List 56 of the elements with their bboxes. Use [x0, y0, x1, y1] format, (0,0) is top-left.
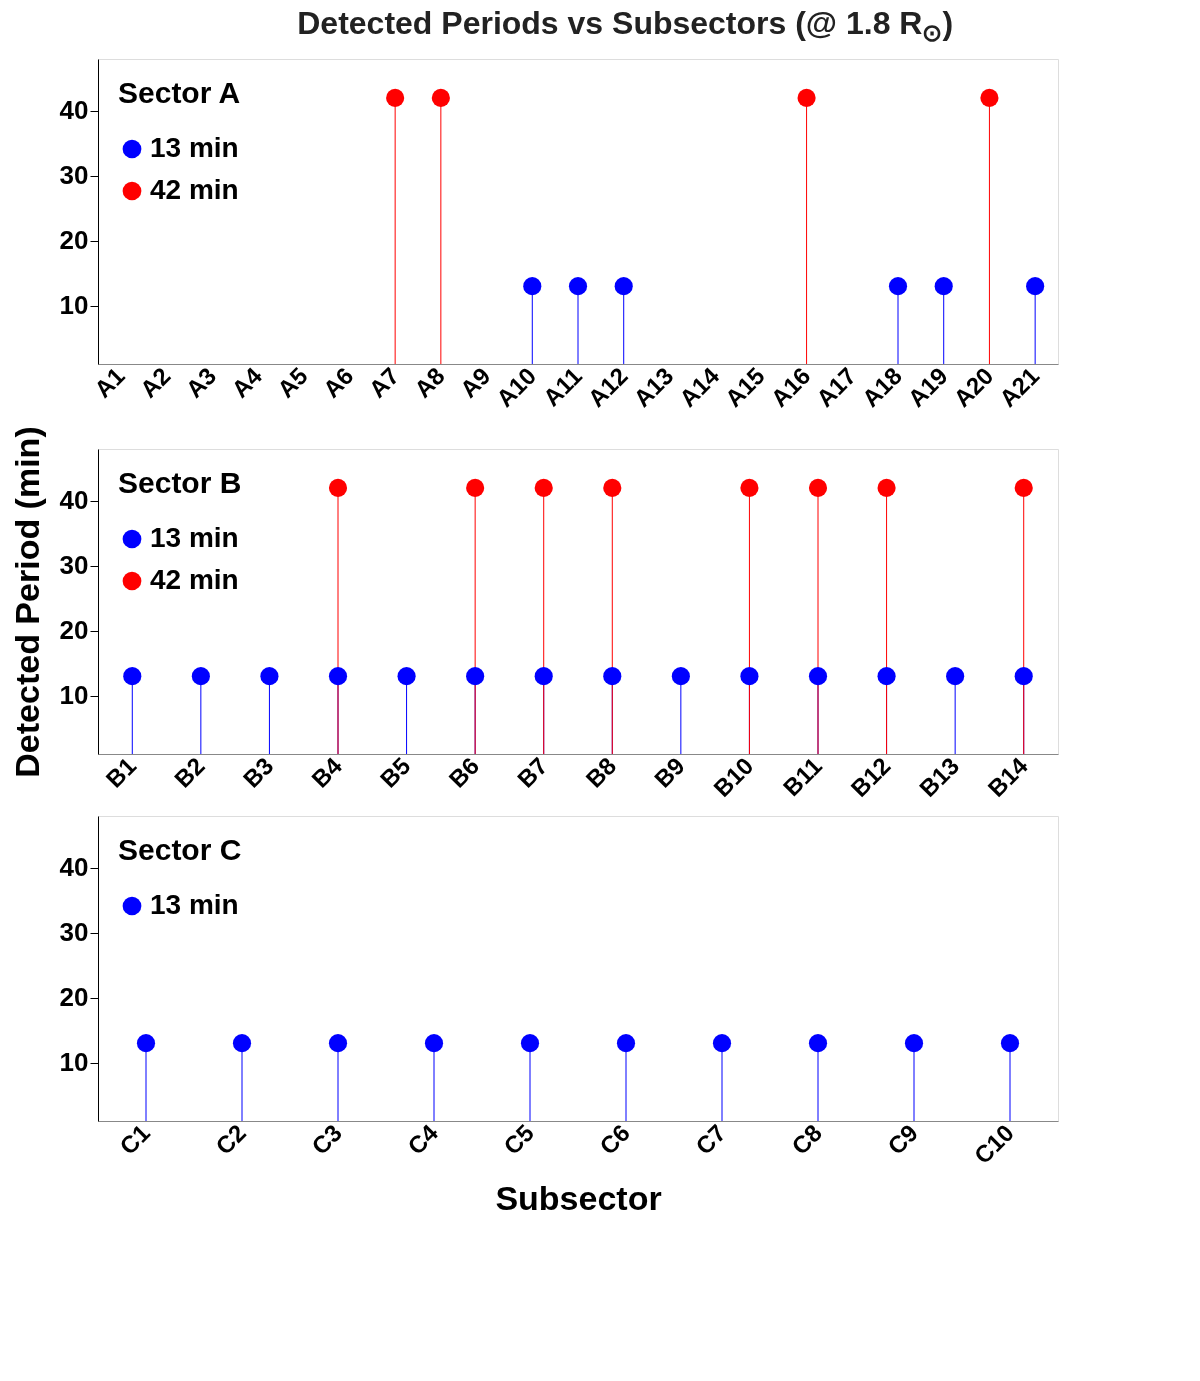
x-tick-label: B11 [777, 751, 827, 802]
x-tick-label: C8 [786, 1118, 827, 1160]
y-tick-label: 30 [59, 917, 89, 948]
x-tick-label: B6 [443, 751, 485, 793]
x-tick-label: A7 [363, 361, 405, 403]
legend-title: Sector C [118, 833, 242, 866]
x-tick-label: A5 [271, 361, 313, 403]
x-tick-label: A3 [180, 361, 222, 403]
legend-label: 13 min [150, 522, 239, 553]
x-tick-label: B7 [511, 751, 553, 793]
x-tick-label: B10 [708, 751, 759, 803]
x-tick-label: C3 [306, 1118, 347, 1160]
y-tick-label: 30 [59, 160, 89, 191]
x-tick-label: B13 [913, 751, 965, 803]
legend-label: 13 min [150, 132, 239, 163]
legend-label: 42 min [150, 564, 239, 595]
y-axis-title: Detected Period (min) [7, 426, 46, 778]
x-tick-label: B4 [306, 751, 348, 793]
x-tick-label: B1 [100, 751, 142, 793]
x-tick-label: B8 [580, 751, 622, 793]
x-tick-label: A8 [409, 361, 450, 403]
x-tick-label: A4 [226, 361, 268, 403]
legend-label: 13 min [150, 889, 239, 920]
x-tick-label: C7 [690, 1118, 731, 1160]
x-tick-label: C4 [402, 1118, 444, 1160]
y-tick-label: 20 [59, 982, 89, 1013]
x-tick-label: C6 [594, 1118, 635, 1160]
y-tick-label: 10 [59, 290, 89, 321]
x-tick-label: A16 [765, 361, 816, 413]
x-tick-label: C9 [882, 1118, 923, 1160]
x-tick-label: B5 [374, 751, 416, 793]
legend-title: Sector A [118, 76, 241, 109]
chart-title: Detected Periods vs Subsectors (@ 1.8 R⊙) [297, 5, 954, 46]
x-tick-label: B12 [845, 751, 896, 803]
y-tick-label: 20 [59, 225, 89, 256]
x-tick-label: A1 [89, 361, 130, 403]
y-tick-label: 30 [59, 550, 89, 581]
legend-label: 42 min [150, 174, 239, 205]
x-tick-label: A6 [317, 361, 359, 403]
y-tick-label: 40 [59, 852, 89, 883]
x-tick-label: C2 [210, 1118, 251, 1160]
x-tick-label: C10 [968, 1118, 1019, 1170]
y-tick-label: 40 [59, 485, 89, 516]
legend-title: Sector B [118, 466, 242, 499]
y-tick-label: 10 [59, 1047, 89, 1078]
y-tick-label: 20 [59, 615, 89, 646]
x-tick-label: B14 [982, 751, 1034, 803]
x-tick-label: B2 [169, 751, 210, 793]
x-tick-label: B9 [649, 751, 690, 793]
y-tick-label: 10 [59, 680, 89, 711]
x-tick-label: C1 [114, 1118, 155, 1160]
y-tick-label: 40 [59, 95, 89, 126]
x-axis-title: Subsector [495, 1179, 662, 1218]
x-tick-label: C5 [498, 1118, 539, 1160]
x-tick-label: B3 [237, 751, 279, 793]
x-tick-label: A2 [134, 361, 176, 403]
